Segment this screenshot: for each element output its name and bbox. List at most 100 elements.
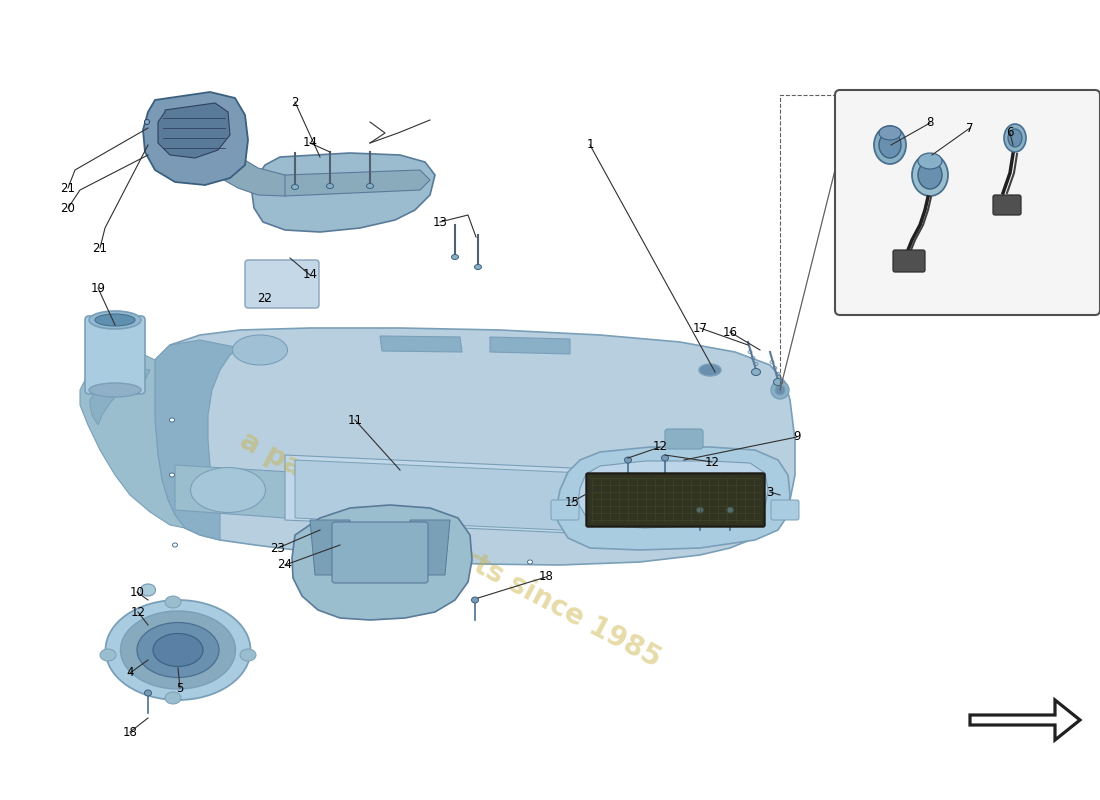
Ellipse shape: [169, 418, 175, 422]
Ellipse shape: [144, 119, 150, 125]
Ellipse shape: [106, 600, 251, 700]
Ellipse shape: [89, 311, 141, 329]
Polygon shape: [490, 337, 570, 354]
Text: 3: 3: [767, 486, 773, 498]
Text: 6: 6: [1006, 126, 1014, 139]
Text: 19: 19: [90, 282, 106, 294]
Text: 14: 14: [302, 137, 318, 150]
Polygon shape: [557, 447, 790, 550]
Polygon shape: [90, 367, 150, 425]
Polygon shape: [310, 520, 350, 575]
Ellipse shape: [141, 584, 155, 596]
FancyBboxPatch shape: [893, 250, 925, 272]
FancyBboxPatch shape: [993, 195, 1021, 215]
FancyBboxPatch shape: [586, 473, 764, 527]
Ellipse shape: [726, 507, 734, 513]
Polygon shape: [80, 348, 185, 528]
Ellipse shape: [95, 314, 135, 326]
FancyBboxPatch shape: [588, 475, 763, 525]
Ellipse shape: [458, 558, 462, 562]
Polygon shape: [153, 328, 795, 565]
Ellipse shape: [474, 265, 482, 270]
Polygon shape: [155, 340, 240, 540]
Text: 15: 15: [564, 495, 580, 509]
Ellipse shape: [366, 183, 374, 189]
Ellipse shape: [451, 254, 459, 259]
FancyBboxPatch shape: [332, 522, 428, 583]
Text: 16: 16: [723, 326, 737, 338]
Ellipse shape: [776, 385, 785, 395]
Ellipse shape: [89, 383, 141, 397]
FancyBboxPatch shape: [835, 90, 1100, 315]
Text: 24: 24: [277, 558, 293, 571]
Polygon shape: [275, 170, 430, 196]
Text: 12: 12: [704, 455, 719, 469]
Polygon shape: [410, 520, 450, 575]
Text: 11: 11: [348, 414, 363, 426]
Text: a passion for parts since 1985: a passion for parts since 1985: [234, 426, 666, 674]
Ellipse shape: [773, 378, 782, 386]
Ellipse shape: [918, 161, 942, 189]
Ellipse shape: [144, 690, 152, 696]
Text: 12: 12: [131, 606, 145, 618]
Text: 23: 23: [271, 542, 285, 554]
Ellipse shape: [121, 611, 235, 689]
Ellipse shape: [874, 126, 906, 164]
FancyBboxPatch shape: [85, 316, 145, 394]
Ellipse shape: [165, 692, 182, 704]
Text: 5: 5: [176, 682, 184, 694]
Ellipse shape: [879, 126, 901, 140]
Polygon shape: [578, 461, 768, 528]
Text: 20: 20: [60, 202, 76, 214]
Text: 14: 14: [302, 269, 318, 282]
Polygon shape: [252, 153, 434, 232]
Text: 10: 10: [130, 586, 144, 598]
Polygon shape: [205, 138, 285, 196]
Ellipse shape: [661, 455, 669, 461]
Text: 21: 21: [92, 242, 108, 254]
Ellipse shape: [292, 185, 298, 190]
Ellipse shape: [879, 132, 901, 158]
Text: 4: 4: [126, 666, 134, 679]
Polygon shape: [379, 336, 462, 352]
Ellipse shape: [918, 153, 942, 169]
Polygon shape: [143, 92, 248, 185]
Ellipse shape: [782, 508, 788, 512]
Polygon shape: [285, 455, 660, 537]
Polygon shape: [158, 103, 230, 158]
Ellipse shape: [625, 457, 631, 463]
Ellipse shape: [169, 473, 175, 477]
FancyBboxPatch shape: [551, 500, 579, 520]
Ellipse shape: [751, 369, 760, 375]
Ellipse shape: [771, 381, 789, 399]
Ellipse shape: [696, 507, 704, 513]
Text: 12: 12: [652, 441, 668, 454]
Text: 13: 13: [432, 215, 448, 229]
Text: 9: 9: [793, 430, 801, 443]
Ellipse shape: [138, 622, 219, 678]
Text: 18: 18: [539, 570, 553, 583]
Text: 22: 22: [257, 291, 273, 305]
Text: 1: 1: [586, 138, 594, 151]
Text: 21: 21: [60, 182, 76, 194]
FancyBboxPatch shape: [771, 500, 799, 520]
Ellipse shape: [327, 183, 333, 189]
Text: 8: 8: [926, 117, 934, 130]
Ellipse shape: [1004, 124, 1026, 152]
Text: 7: 7: [966, 122, 974, 134]
Ellipse shape: [1008, 129, 1022, 147]
Ellipse shape: [240, 649, 256, 661]
Ellipse shape: [173, 543, 177, 547]
Polygon shape: [175, 465, 290, 518]
Ellipse shape: [528, 560, 532, 564]
Ellipse shape: [232, 335, 287, 365]
FancyBboxPatch shape: [666, 429, 703, 449]
Polygon shape: [970, 700, 1080, 740]
Text: 2: 2: [292, 95, 299, 109]
FancyBboxPatch shape: [245, 260, 319, 308]
Polygon shape: [292, 505, 472, 620]
Ellipse shape: [165, 596, 182, 608]
Ellipse shape: [698, 364, 720, 376]
Ellipse shape: [472, 597, 478, 603]
Ellipse shape: [190, 467, 265, 513]
